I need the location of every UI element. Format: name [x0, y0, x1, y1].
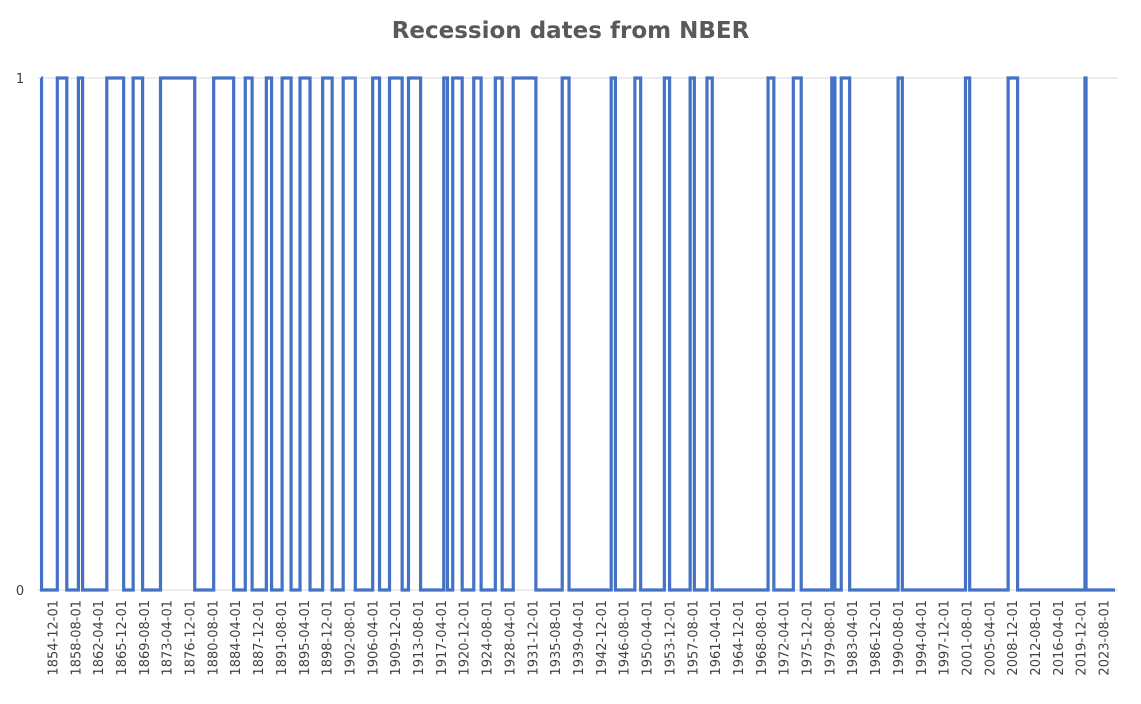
x-tick-label: 2016-04-01 — [1052, 600, 1067, 676]
x-tick-label: 1913-08-01 — [412, 600, 427, 676]
x-tick-label: 1950-04-01 — [641, 600, 656, 676]
x-tick-label: 1924-08-01 — [481, 600, 496, 676]
series-line — [39, 76, 1115, 592]
gridlines — [38, 77, 1118, 591]
x-tick-label: 1920-12-01 — [458, 600, 473, 676]
x-tick-label: 2023-08-01 — [1098, 600, 1113, 676]
x-tick-label: 1972-04-01 — [778, 600, 793, 676]
x-tick-label: 1928-04-01 — [503, 600, 518, 676]
x-tick-label: 1994-04-01 — [915, 600, 930, 676]
x-tick-label: 1909-12-01 — [389, 600, 404, 676]
x-tick-label: 1887-12-01 — [252, 600, 267, 676]
x-tick-label: 1895-04-01 — [298, 600, 313, 676]
x-tick-label: 1858-08-01 — [69, 600, 84, 676]
x-tick-label: 1964-12-01 — [732, 600, 747, 676]
x-tick-label: 1869-08-01 — [138, 600, 153, 676]
x-tick-label: 1979-08-01 — [823, 600, 838, 676]
x-tick-label: 1986-12-01 — [869, 600, 884, 676]
x-tick-label: 2005-04-01 — [983, 600, 998, 676]
x-tick-label: 1975-12-01 — [801, 600, 816, 676]
x-tick-label: 1876-12-01 — [184, 600, 199, 676]
x-tick-label: 2019-12-01 — [1075, 600, 1090, 676]
x-tick-label: 1990-08-01 — [892, 600, 907, 676]
x-tick-label: 1946-08-01 — [618, 600, 633, 676]
x-tick-label: 1891-08-01 — [275, 600, 290, 676]
x-tick-label: 1935-08-01 — [549, 600, 564, 676]
x-tick-label: 2001-08-01 — [961, 600, 976, 676]
x-tick-label: 1906-04-01 — [366, 600, 381, 676]
x-tick-label: 1953-12-01 — [663, 600, 678, 676]
chart-title: Recession dates from NBER — [391, 18, 750, 44]
x-tick-label: 1957-08-01 — [686, 600, 701, 676]
x-tick-label: 1854-12-01 — [46, 600, 61, 676]
x-tick-label: 1917-04-01 — [435, 600, 450, 676]
x-tick-label: 1902-08-01 — [344, 600, 359, 676]
x-tick-label: 1931-12-01 — [526, 600, 541, 676]
x-tick-label: 1873-04-01 — [161, 600, 176, 676]
x-tick-label: 1939-04-01 — [572, 600, 587, 676]
x-axis: 1854-12-01 1858-08-01 1862-04-01 1865-12-01… — [46, 600, 1112, 676]
x-tick-label: 1898-12-01 — [321, 600, 336, 676]
x-tick-label: 1942-12-01 — [595, 600, 610, 676]
y-axis: 01 — [16, 72, 24, 599]
series-layer — [39, 76, 1115, 592]
y-tick-label: 0 — [16, 584, 24, 599]
x-tick-label: 1997-12-01 — [938, 600, 953, 676]
x-tick-label: 1862-04-01 — [92, 600, 107, 676]
x-tick-label: 2012-08-01 — [1029, 600, 1044, 676]
x-tick-label: 1983-04-01 — [846, 600, 861, 676]
y-tick-label: 1 — [16, 72, 24, 87]
x-tick-label: 1880-08-01 — [206, 600, 221, 676]
x-tick-label: 1884-04-01 — [229, 600, 244, 676]
x-tick-label: 1968-08-01 — [755, 600, 770, 676]
x-tick-label: 1961-04-01 — [709, 600, 724, 676]
x-tick-label: 1865-12-01 — [115, 600, 130, 676]
x-tick-label: 2008-12-01 — [1006, 600, 1021, 676]
